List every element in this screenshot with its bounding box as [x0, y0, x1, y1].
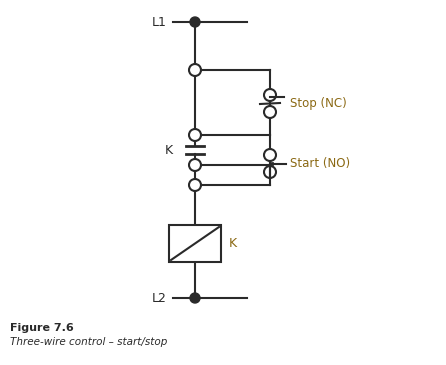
Circle shape [190, 17, 200, 27]
Circle shape [190, 293, 200, 303]
Text: Stop (NC): Stop (NC) [290, 97, 347, 110]
Bar [169, 225, 221, 262]
Text: Three-wire control – start/stop: Three-wire control – start/stop [10, 337, 167, 347]
Text: Figure 7.6: Figure 7.6 [10, 323, 74, 333]
Text: L2: L2 [152, 292, 167, 304]
Text: Start (NO): Start (NO) [290, 157, 350, 170]
Text: K: K [165, 143, 173, 157]
Text: L1: L1 [152, 15, 167, 28]
Text: K: K [229, 237, 237, 250]
